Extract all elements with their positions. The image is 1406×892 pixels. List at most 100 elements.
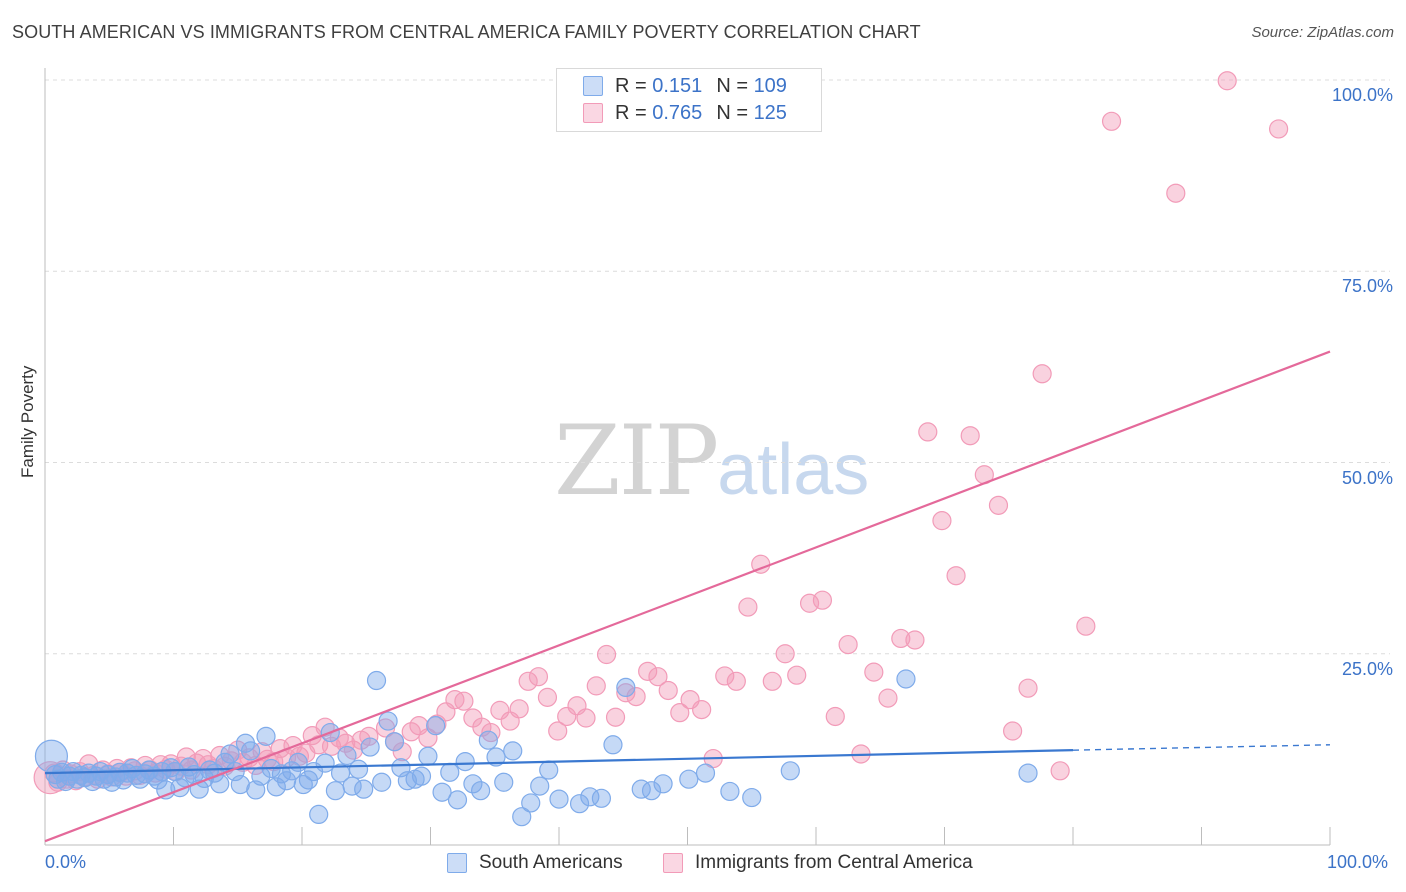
south-americans-point	[447, 790, 468, 810]
south-americans-point	[418, 746, 438, 766]
trendline-south-americans-extension	[1072, 744, 1331, 751]
central-america-point	[548, 721, 568, 741]
central-america-point	[670, 703, 690, 723]
y-axis-label: Family Poverty	[18, 365, 37, 478]
legend-item-central-america: Immigrants from Central America	[663, 852, 973, 874]
central-america-point	[838, 634, 858, 655]
source-credit: Source: ZipAtlas.com	[1251, 24, 1394, 41]
south-americans-point	[372, 772, 392, 792]
south-americans-point	[631, 779, 651, 799]
central-america-point	[528, 667, 549, 687]
south-americans-point	[478, 730, 498, 750]
south-americans-point	[569, 794, 590, 814]
south-americans-point	[471, 781, 491, 801]
south-americans-point	[366, 670, 387, 691]
south-americans-point	[486, 747, 506, 767]
south-americans-point	[251, 766, 271, 786]
south-americans-point	[549, 789, 569, 809]
central-america-point	[658, 680, 678, 701]
y-tick-label: 100.0%	[1331, 85, 1393, 105]
legend-r-label: R =	[615, 74, 647, 97]
central-america-point	[336, 733, 356, 753]
central-america-point	[1217, 71, 1237, 91]
trendline-central-america	[44, 350, 1331, 843]
central-america-point	[988, 495, 1009, 515]
south-americans-point	[720, 781, 740, 802]
central-america-point	[1268, 119, 1289, 139]
south-americans-point	[325, 781, 346, 801]
south-americans-point	[360, 737, 380, 757]
central-america-point	[343, 740, 363, 760]
south-americans-point	[603, 735, 623, 755]
south-americans-point	[426, 716, 446, 736]
legend-swatch-pink	[583, 103, 603, 123]
legend-label: Immigrants from Central America	[695, 852, 973, 873]
south-americans-point	[67, 769, 87, 789]
south-americans-point	[1018, 763, 1038, 783]
south-americans-point	[384, 732, 405, 752]
central-america-point	[401, 722, 421, 742]
axes	[44, 68, 1331, 846]
south-americans-point	[330, 763, 351, 783]
central-america-point	[638, 661, 658, 681]
central-america-point	[1076, 616, 1096, 636]
legend-n-value: 125	[753, 101, 787, 124]
watermark-atlas: atlas	[717, 430, 870, 510]
central-america-point	[891, 628, 911, 649]
chart-title: SOUTH AMERICAN VS IMMIGRANTS FROM CENTRA…	[12, 22, 921, 42]
watermark-zip: ZIP	[554, 405, 719, 517]
south-americans-point	[315, 753, 335, 773]
central-america-point	[918, 422, 938, 442]
south-americans-point	[241, 741, 261, 761]
x-tick-label: 0.0%	[45, 852, 87, 872]
central-america-point	[392, 742, 412, 762]
central-america-point	[878, 688, 898, 708]
south-americans-point	[512, 807, 532, 827]
south-americans-point	[455, 752, 475, 772]
south-americans-point	[896, 669, 916, 689]
central-america-point	[454, 691, 474, 711]
central-america-point	[946, 566, 966, 586]
legend-r-value: 0.151	[652, 74, 703, 97]
legend-item-south-americans: South Americans	[447, 852, 623, 874]
central-america-point	[481, 722, 501, 743]
south-americans-point	[616, 677, 636, 698]
central-america-point	[518, 671, 538, 691]
legend-row-south-americans: R = 0.151 N = 109	[583, 73, 787, 99]
legend-row-central-america: R = 0.765 N = 125	[583, 100, 787, 126]
legend-r-value: 0.765	[652, 101, 703, 124]
south-americans-point	[230, 774, 250, 795]
south-americans-point	[354, 779, 374, 799]
y-tick-label: 50.0%	[1341, 467, 1393, 488]
south-americans-point	[342, 776, 362, 796]
central-america-point	[738, 597, 758, 617]
legend-r-label: R =	[615, 101, 647, 124]
south-americans-point	[378, 711, 398, 731]
south-americans-point	[348, 759, 369, 779]
series-legend: South Americans Immigrants from Central …	[0, 852, 1406, 878]
south-americans-point	[695, 763, 716, 783]
south-americans-point	[309, 804, 329, 825]
legend-swatch-pink	[663, 853, 683, 873]
south-americans-point	[653, 774, 673, 794]
central-america-point	[509, 699, 529, 719]
central-america-point	[762, 671, 782, 691]
central-america-point	[193, 748, 213, 769]
y-tick-label: 25.0%	[1341, 658, 1393, 679]
central-america-point	[787, 665, 807, 685]
central-america-point	[1003, 721, 1023, 741]
central-america-point	[616, 683, 636, 703]
south-americans-point	[463, 774, 483, 794]
central-america-point	[605, 707, 626, 727]
central-america-point	[825, 706, 845, 727]
south-americans-point	[780, 761, 800, 781]
y-tick-label: 75.0%	[1341, 276, 1393, 297]
central-america-point	[1166, 183, 1186, 203]
south-americans-point	[411, 766, 432, 786]
south-americans-point	[742, 787, 762, 808]
legend-n-value: 109	[753, 74, 787, 97]
central-america-point	[1032, 364, 1052, 384]
south-americans-point	[102, 772, 122, 792]
watermark: ZIPatlas	[554, 405, 869, 517]
